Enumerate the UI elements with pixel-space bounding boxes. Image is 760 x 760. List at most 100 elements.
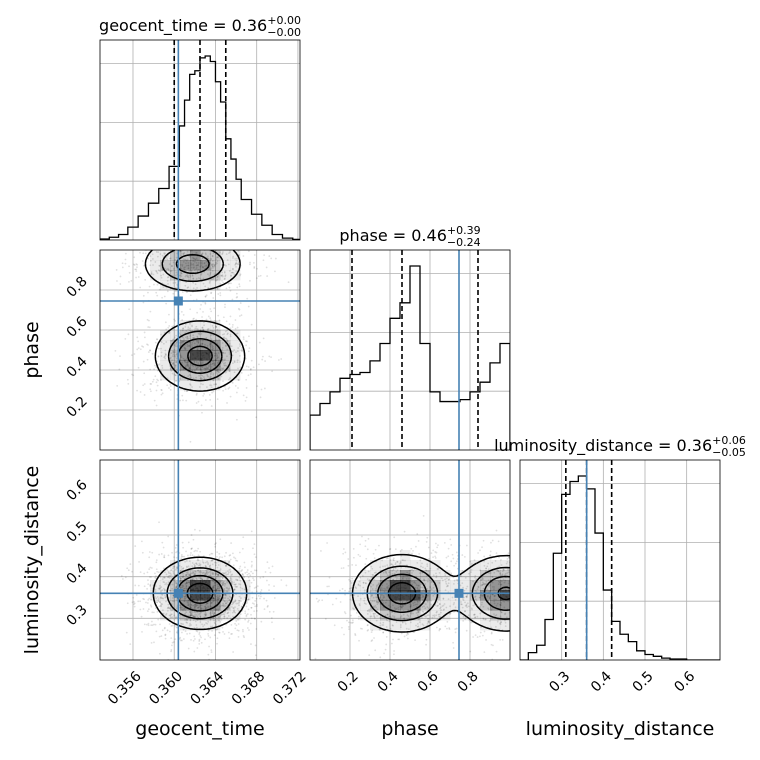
sample-point xyxy=(232,564,235,567)
sample-point xyxy=(250,617,253,620)
sample-point xyxy=(230,578,233,580)
sample-point xyxy=(407,615,410,618)
sample-point xyxy=(367,570,370,573)
sample-point xyxy=(168,263,171,266)
sample-point xyxy=(226,612,229,614)
sample-point xyxy=(224,605,227,607)
sample-point xyxy=(534,562,536,564)
sample-point xyxy=(146,571,149,574)
sample-point xyxy=(155,630,158,633)
sample-point xyxy=(215,598,218,601)
sample-point xyxy=(486,595,489,598)
sample-point xyxy=(234,599,237,602)
sample-point xyxy=(468,572,470,575)
sample-point xyxy=(264,360,267,362)
sample-point xyxy=(225,671,227,673)
sample-point xyxy=(173,336,176,339)
sample-point xyxy=(155,568,158,571)
sample-point xyxy=(409,605,412,608)
sample-point xyxy=(514,573,516,575)
sample-point xyxy=(138,561,140,563)
sample-point xyxy=(189,578,192,581)
sample-point xyxy=(426,565,429,568)
sample-point xyxy=(448,578,450,581)
sample-point xyxy=(172,351,174,354)
sample-point xyxy=(378,589,381,591)
sample-point xyxy=(425,569,427,572)
sample-point xyxy=(189,327,191,330)
sample-point xyxy=(153,364,156,367)
sample-point xyxy=(221,351,224,354)
sample-point xyxy=(165,353,167,356)
sample-point xyxy=(157,587,160,590)
sample-point xyxy=(514,545,516,547)
sample-point xyxy=(251,572,254,575)
sample-point xyxy=(500,580,503,583)
sample-point xyxy=(218,608,220,611)
sample-point xyxy=(167,535,170,538)
sample-point xyxy=(217,573,219,576)
sample-point xyxy=(443,603,446,605)
sample-point xyxy=(95,308,97,310)
sample-point xyxy=(195,626,198,629)
density-cell xyxy=(170,260,181,271)
sample-point xyxy=(525,580,527,582)
sample-point xyxy=(413,601,416,604)
sample-point xyxy=(508,569,510,571)
sample-point xyxy=(407,633,409,636)
sample-point xyxy=(174,374,177,377)
sample-point xyxy=(496,602,499,605)
sample-point xyxy=(525,590,527,592)
density-cell xyxy=(180,560,191,571)
sample-point xyxy=(423,615,426,617)
sample-point xyxy=(228,343,231,345)
sample-point xyxy=(392,557,395,560)
sample-point xyxy=(172,328,175,331)
sample-point xyxy=(400,632,403,635)
sample-point xyxy=(207,241,209,243)
sample-point xyxy=(452,641,455,644)
sample-point xyxy=(133,264,136,266)
sample-point xyxy=(207,563,209,566)
sample-point xyxy=(186,345,189,348)
sample-point xyxy=(321,599,324,602)
sample-point xyxy=(148,568,151,571)
sample-point xyxy=(192,340,195,342)
sample-point xyxy=(249,368,252,370)
sample-point xyxy=(517,544,519,546)
sample-point xyxy=(171,339,174,342)
sample-point xyxy=(189,256,191,258)
density-cell xyxy=(430,610,441,621)
sample-point xyxy=(212,580,214,582)
sample-point xyxy=(243,575,246,578)
sample-point xyxy=(216,637,219,640)
sample-point xyxy=(388,615,391,618)
sample-point xyxy=(210,386,213,389)
sample-point xyxy=(228,367,231,370)
sample-point xyxy=(416,608,419,611)
sample-point xyxy=(249,279,251,282)
sample-point xyxy=(193,605,196,608)
sample-point xyxy=(256,385,259,387)
sample-point xyxy=(489,550,492,553)
sample-point xyxy=(221,348,224,351)
sample-point xyxy=(186,601,189,604)
sample-point xyxy=(195,368,198,371)
sample-point xyxy=(408,665,410,667)
x-tick-label-geocent_time: 0.368 xyxy=(229,668,269,708)
sample-point xyxy=(170,352,173,355)
sample-point xyxy=(163,589,166,591)
sample-point xyxy=(242,634,245,637)
x-axis-label-phase: phase xyxy=(381,718,438,740)
sample-point xyxy=(214,561,216,564)
sample-point xyxy=(193,336,195,339)
sample-point xyxy=(502,568,505,571)
density-cell xyxy=(200,320,211,331)
sample-point xyxy=(196,335,199,338)
sample-point xyxy=(241,350,243,353)
sample-point xyxy=(133,600,135,603)
density-cell xyxy=(180,360,191,371)
sample-point xyxy=(347,558,350,560)
sample-point xyxy=(162,546,165,549)
sample-point xyxy=(317,600,319,603)
